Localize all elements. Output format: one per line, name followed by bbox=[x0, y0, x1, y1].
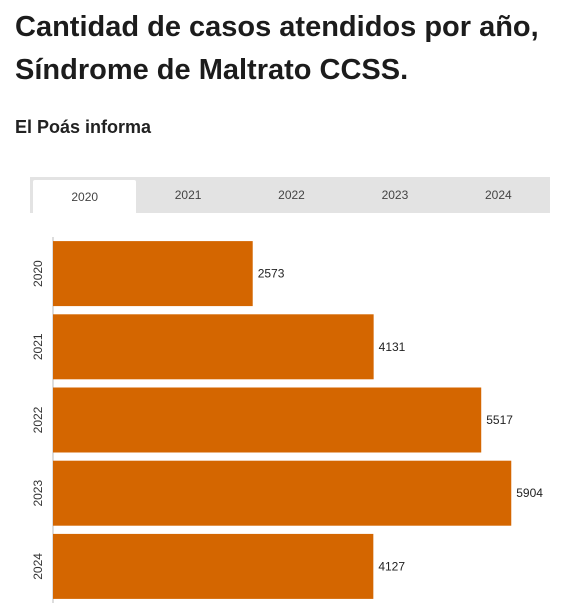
chart-title: Cantidad de casos atendidos por año, Sín… bbox=[15, 11, 539, 86]
data-label-2024: 4127 bbox=[378, 559, 405, 573]
data-label-2023: 5904 bbox=[516, 486, 543, 500]
bar-2021[interactable] bbox=[53, 314, 374, 380]
tab-2021[interactable]: 2021 bbox=[174, 188, 202, 202]
tab-2024[interactable]: 2024 bbox=[484, 188, 512, 202]
category-label-2020: 2020 bbox=[31, 260, 45, 287]
tab-2023[interactable]: 2023 bbox=[381, 188, 409, 202]
category-label-2022: 2022 bbox=[31, 406, 45, 433]
chart-subtitle: El Poás informa bbox=[15, 117, 152, 137]
category-label-2024: 2024 bbox=[31, 553, 45, 580]
data-label-2020: 2573 bbox=[258, 267, 285, 281]
data-label-2021: 4131 bbox=[379, 340, 406, 354]
bar-2023[interactable] bbox=[53, 460, 512, 526]
tab-2022[interactable]: 2022 bbox=[278, 188, 305, 202]
tab-2020[interactable]: 2020 bbox=[33, 180, 137, 213]
year-tab-bar: 2020 2021 2022 2023 2024 bbox=[30, 177, 550, 213]
data-label-2022: 5517 bbox=[486, 413, 513, 427]
bar-2024[interactable] bbox=[53, 533, 374, 599]
bar-2020[interactable] bbox=[53, 241, 253, 307]
category-label-2023: 2023 bbox=[31, 480, 45, 507]
category-label-2021: 2021 bbox=[31, 333, 45, 360]
bar-2022[interactable] bbox=[53, 387, 482, 453]
